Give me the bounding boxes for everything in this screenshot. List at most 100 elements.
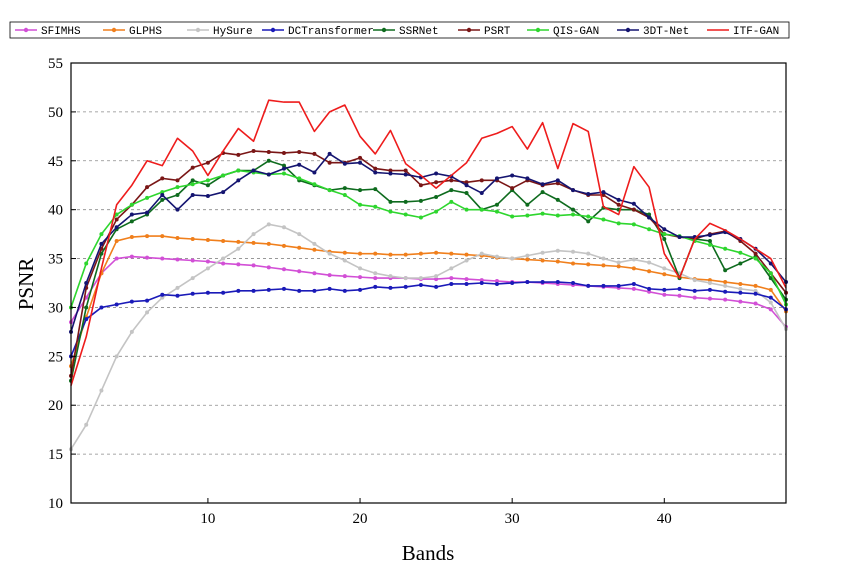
- data-point: [525, 280, 530, 285]
- data-point: [388, 168, 393, 173]
- data-point: [479, 281, 484, 285]
- y-tick-label: 50: [48, 105, 63, 121]
- data-point: [373, 251, 378, 256]
- legend-marker: [195, 27, 201, 33]
- data-point: [510, 281, 515, 285]
- data-point: [281, 163, 286, 168]
- data-point: [114, 256, 119, 261]
- data-point: [145, 185, 150, 190]
- data-point: [403, 284, 408, 289]
- data-point: [525, 213, 530, 218]
- data-point: [464, 258, 469, 263]
- data-point: [266, 158, 271, 163]
- x-tick-label: 30: [505, 511, 520, 527]
- data-point: [616, 283, 621, 288]
- series-line: [70, 255, 787, 328]
- data-point: [768, 271, 773, 276]
- legend-marker: [381, 27, 387, 33]
- data-point: [525, 253, 530, 258]
- series-line: [70, 281, 787, 357]
- data-point: [555, 181, 560, 186]
- data-point: [510, 214, 515, 219]
- data-point: [342, 193, 347, 197]
- legend-item: QIS-GAN: [527, 26, 599, 38]
- legend-item: SSRNet: [373, 26, 439, 38]
- data-point: [281, 243, 286, 248]
- data-point: [358, 202, 363, 207]
- series-lines: [69, 99, 788, 452]
- data-point: [251, 288, 256, 293]
- data-point: [358, 160, 363, 165]
- data-point: [205, 183, 210, 188]
- data-point: [464, 180, 469, 185]
- data-point: [707, 242, 712, 247]
- data-point: [418, 198, 423, 203]
- data-point: [494, 281, 499, 286]
- data-point: [464, 277, 469, 282]
- data-point: [99, 241, 104, 246]
- data-point: [753, 288, 758, 293]
- legend-label: SSRNet: [399, 26, 439, 38]
- data-point: [312, 288, 317, 293]
- data-point: [84, 261, 89, 266]
- data-point: [129, 299, 134, 304]
- legend-item: DCTransformer: [262, 26, 374, 38]
- data-point: [145, 310, 150, 315]
- data-point: [358, 155, 363, 160]
- data-point: [753, 251, 758, 256]
- data-point: [571, 281, 576, 285]
- data-point: [571, 212, 576, 217]
- data-point: [662, 227, 667, 232]
- data-point: [160, 176, 165, 181]
- data-point: [342, 288, 347, 293]
- data-point: [707, 296, 712, 301]
- series-line: [70, 150, 787, 377]
- data-point: [251, 168, 256, 173]
- data-point: [647, 286, 652, 291]
- data-point: [205, 193, 210, 198]
- y-axis-title: PSNR: [14, 258, 38, 311]
- data-point: [418, 251, 423, 256]
- data-point: [662, 287, 667, 292]
- data-point: [190, 182, 195, 187]
- legend-label: ITF-GAN: [733, 26, 779, 38]
- data-point: [403, 276, 408, 281]
- series-itf-gan: [70, 99, 787, 386]
- y-tick-label: 25: [48, 349, 63, 365]
- data-point: [342, 161, 347, 166]
- data-point: [571, 249, 576, 254]
- data-point: [221, 238, 226, 243]
- data-point: [434, 250, 439, 255]
- data-point: [616, 202, 621, 207]
- data-point: [494, 254, 499, 259]
- plot-frame: [70, 62, 787, 504]
- y-tick-label: 45: [48, 154, 63, 170]
- legend-item: ITF-GAN: [707, 26, 779, 38]
- data-point: [312, 182, 317, 187]
- data-point: [434, 180, 439, 185]
- y-tick-label: 40: [48, 203, 63, 219]
- data-point: [555, 259, 560, 264]
- series-hysure: [69, 222, 788, 452]
- data-point: [418, 276, 423, 281]
- data-point: [479, 178, 484, 183]
- data-point: [707, 278, 712, 283]
- data-point: [677, 286, 682, 291]
- data-point: [707, 287, 712, 292]
- data-point: [160, 295, 165, 300]
- data-point: [358, 275, 363, 280]
- data-point: [738, 290, 743, 295]
- data-point: [449, 188, 454, 193]
- data-point: [114, 238, 119, 243]
- data-point: [434, 277, 439, 282]
- series-3dt-net: [69, 151, 788, 334]
- data-point: [586, 192, 591, 197]
- data-point: [601, 263, 606, 268]
- series-line: [70, 223, 787, 450]
- data-point: [388, 274, 393, 279]
- data-point: [145, 298, 150, 303]
- data-point: [434, 171, 439, 176]
- data-point: [753, 283, 758, 288]
- legend-marker: [625, 27, 631, 33]
- data-point: [221, 261, 226, 266]
